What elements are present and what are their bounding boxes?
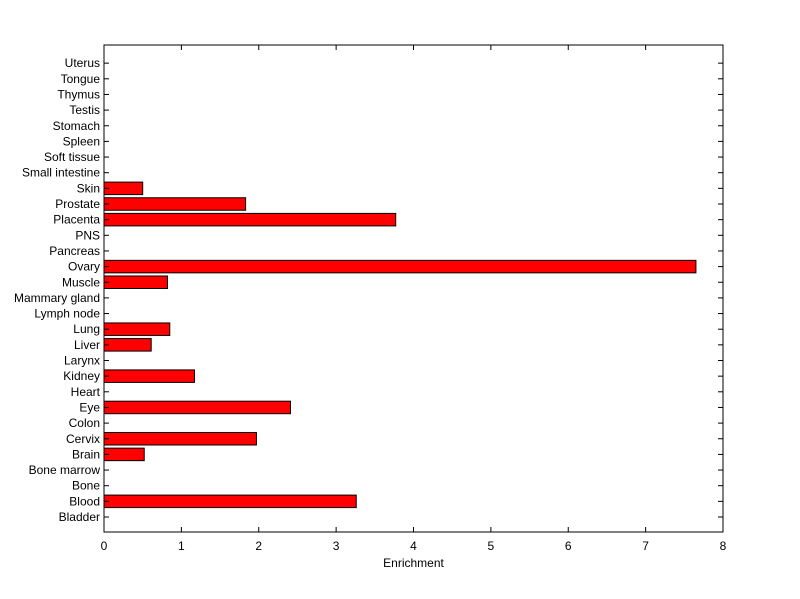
y-tick-label-eye: Eye bbox=[79, 400, 100, 414]
bar-lung bbox=[103, 322, 171, 336]
x-tick-label-4: 4 bbox=[410, 539, 417, 553]
y-tick-label-pns: PNS bbox=[75, 228, 100, 242]
bar-kidney bbox=[103, 369, 196, 383]
y-tick-label-placenta: Placenta bbox=[53, 213, 100, 227]
bar-blood bbox=[103, 494, 357, 509]
y-tick-label-bone: Bone bbox=[72, 479, 100, 493]
x-tick-label-6: 6 bbox=[565, 539, 572, 553]
bar-skin bbox=[103, 181, 144, 196]
y-tick-label-bladder: Bladder bbox=[59, 510, 100, 524]
y-tick-label-mammary-gland: Mammary gland bbox=[14, 291, 100, 305]
x-tick-label-8: 8 bbox=[720, 539, 727, 553]
bar-prostate bbox=[103, 197, 247, 211]
y-tick-label-blood: Blood bbox=[69, 494, 100, 508]
y-tick-label-skin: Skin bbox=[77, 181, 100, 195]
y-tick-label-bone-marrow: Bone marrow bbox=[29, 463, 101, 477]
x-tick-label-2: 2 bbox=[255, 539, 262, 553]
y-tick-label-spleen: Spleen bbox=[63, 134, 100, 148]
bar-brain bbox=[103, 447, 145, 462]
plot-frame bbox=[103, 44, 724, 533]
y-tick-label-thymus: Thymus bbox=[57, 87, 100, 101]
bar-cervix bbox=[103, 432, 257, 446]
x-tick-label-7: 7 bbox=[642, 539, 649, 553]
y-tick-label-colon: Colon bbox=[69, 416, 100, 430]
y-tick-label-prostate: Prostate bbox=[55, 197, 100, 211]
y-tick-label-larynx: Larynx bbox=[64, 354, 100, 368]
y-tick-label-lymph-node: Lymph node bbox=[34, 307, 100, 321]
x-axis-label: Enrichment bbox=[383, 556, 444, 570]
y-tick-label-lung: Lung bbox=[73, 322, 100, 336]
y-tick-label-stomach: Stomach bbox=[53, 119, 100, 133]
y-tick-label-uterus: Uterus bbox=[65, 56, 100, 70]
bars-group bbox=[103, 181, 697, 509]
y-tick-label-liver: Liver bbox=[74, 338, 100, 352]
x-tick-label-0: 0 bbox=[101, 539, 108, 553]
y-tick-label-cervix: Cervix bbox=[66, 432, 100, 446]
x-ticks-group: 0 1 2 3 4 5 6 7 8 bbox=[101, 45, 727, 553]
y-tick-label-heart: Heart bbox=[71, 385, 101, 399]
y-tick-label-kidney: Kidney bbox=[63, 369, 100, 383]
x-tick-label-3: 3 bbox=[333, 539, 340, 553]
y-tick-label-small-intestine: Small intestine bbox=[22, 166, 100, 180]
bar-eye bbox=[103, 400, 291, 415]
y-tick-label-brain: Brain bbox=[72, 447, 100, 461]
x-tick-label-1: 1 bbox=[178, 539, 185, 553]
y-tick-label-tongue: Tongue bbox=[61, 72, 101, 86]
x-tick-label-5: 5 bbox=[488, 539, 495, 553]
y-tick-label-testis: Testis bbox=[69, 103, 100, 117]
y-tick-label-ovary: Ovary bbox=[68, 260, 100, 274]
bar-ovary bbox=[103, 259, 697, 274]
bar-muscle bbox=[103, 275, 168, 289]
bar-liver bbox=[103, 338, 152, 352]
y-tick-label-pancreas: Pancreas bbox=[49, 244, 100, 258]
y-tick-label-muscle: Muscle bbox=[62, 275, 100, 289]
y-tick-label-soft-tissue: Soft tissue bbox=[44, 150, 100, 164]
bar-placenta bbox=[103, 212, 397, 227]
